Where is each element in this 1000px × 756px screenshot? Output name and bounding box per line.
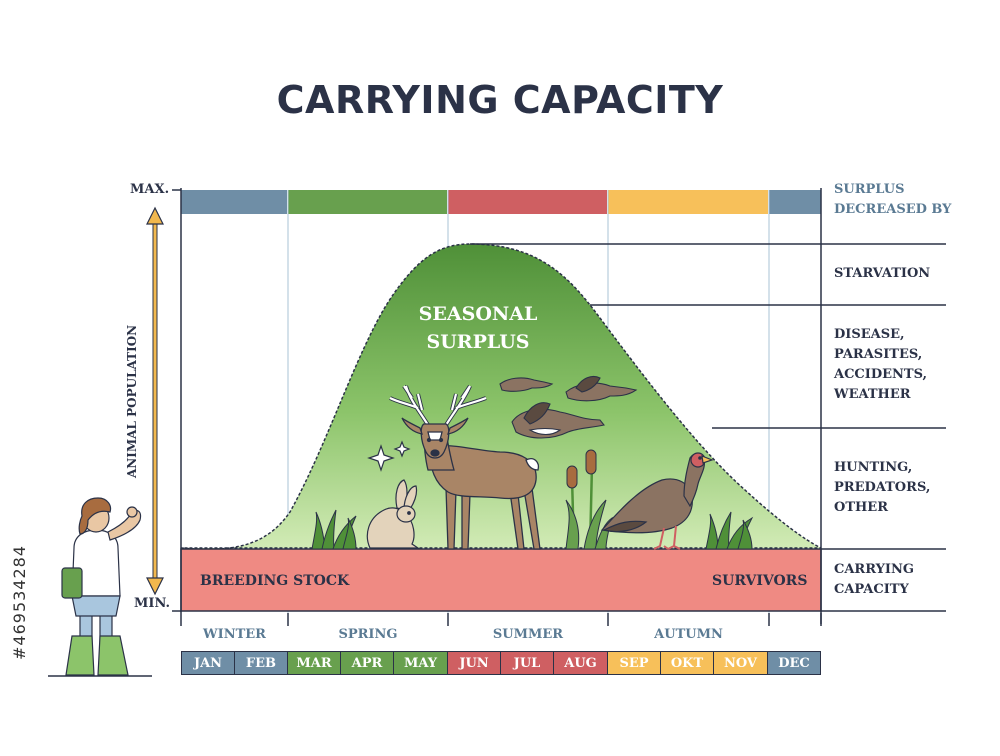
rabbit-icon <box>366 479 420 549</box>
month-feb: FEB <box>234 651 288 675</box>
month-aug: AUG <box>553 651 608 675</box>
legend-dividers <box>470 243 946 612</box>
grass-icon <box>705 511 754 550</box>
sparkle-icon <box>367 440 411 472</box>
month-mar: MAR <box>287 651 341 675</box>
deer-icon <box>389 384 541 550</box>
stock-id-watermark: #469534284 <box>10 544 29 660</box>
season-top-bars <box>181 190 821 214</box>
autumn-bar <box>608 190 768 214</box>
grass-icon <box>311 509 357 550</box>
y-min-label: MIN. <box>134 596 171 611</box>
spring-bar <box>288 190 447 214</box>
month-sep: SEP <box>607 651 661 675</box>
goose-icon <box>499 375 638 439</box>
month-jun: JUN <box>447 651 501 675</box>
month-jul: JUL <box>500 651 554 675</box>
month-may: MAY <box>393 651 448 675</box>
seasonal-surplus-area <box>180 243 822 550</box>
month-jan: JAN <box>181 651 235 675</box>
season-summer: SUMMER <box>492 627 564 642</box>
breeding-stock-label: BREEDING STOCK <box>200 573 350 589</box>
person-icon <box>61 497 142 676</box>
summer-bar <box>448 190 607 214</box>
month-okt: OKT <box>660 651 714 675</box>
legend-disease: DISEASE, PARASITES, ACCIDENTS, WEATHER <box>834 327 928 402</box>
season-winter: WINTER <box>203 627 266 642</box>
survivors-label: SURVIVORS <box>712 573 808 589</box>
seasonal-surplus-label: SEASONAL SURPLUS <box>418 303 538 353</box>
winter-bar-right <box>769 190 821 214</box>
y-max-label: MAX. <box>130 182 170 197</box>
season-spring: SPRING <box>338 627 398 642</box>
month-nov: NOV <box>713 651 768 675</box>
month-apr: APR <box>340 651 394 675</box>
legend-hunting: HUNTING, PREDATORS, OTHER <box>834 460 931 515</box>
legend-starvation: STARVATION <box>834 266 931 281</box>
winter-bar-left <box>181 190 287 214</box>
carrying-capacity-band <box>180 548 822 612</box>
season-ticks <box>180 611 822 626</box>
y-axis-title: ANIMAL POPULATION <box>125 324 139 478</box>
population-arrow-icon <box>146 206 164 596</box>
season-autumn: AUTUMN <box>654 627 723 642</box>
legend-header: SURPLUS DECREASED BY <box>834 182 952 217</box>
turkey-icon <box>600 452 714 550</box>
month-dec: DEC <box>767 651 821 675</box>
page-title: CARRYING CAPACITY <box>276 78 724 122</box>
legend-carrying-capacity: CARRYING CAPACITY <box>834 562 914 597</box>
